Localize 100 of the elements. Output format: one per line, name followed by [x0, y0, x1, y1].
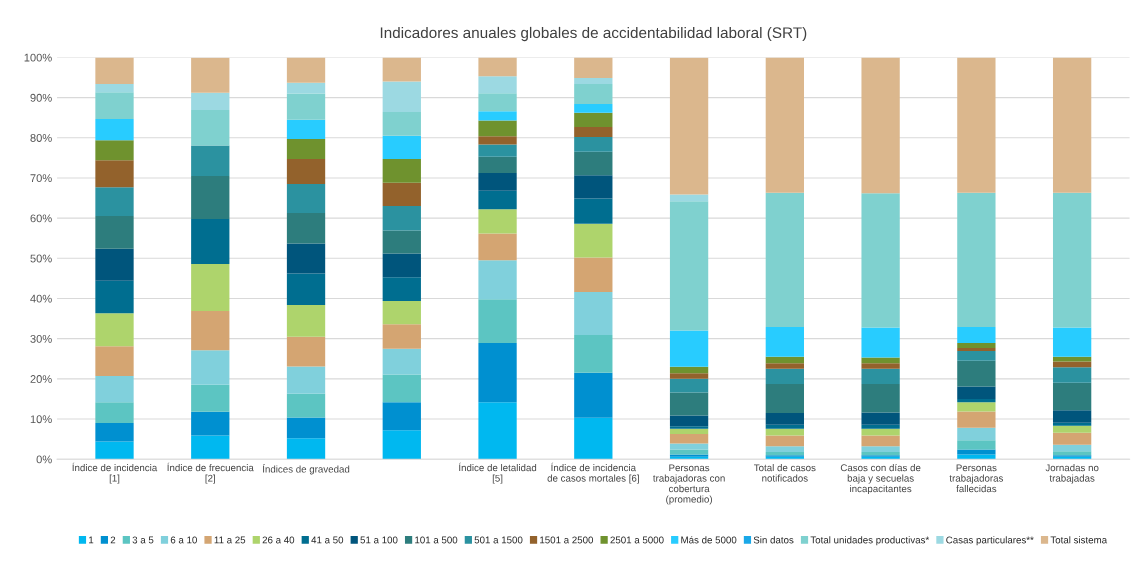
bar: [765, 424, 804, 429]
bar: [574, 417, 613, 460]
bar: [286, 138, 326, 160]
bar: [478, 136, 517, 145]
bar: [765, 327, 804, 357]
bar: [191, 310, 230, 351]
bar: [191, 110, 230, 146]
bar: [191, 175, 230, 219]
bar: [1052, 327, 1092, 357]
legend-label: 11 a 25: [214, 536, 246, 544]
x-tick-label: Índice de incidencia [1]: [72, 462, 158, 484]
legend-label: 26 a 40: [262, 536, 295, 544]
bar: [574, 372, 613, 418]
bar: [765, 446, 804, 452]
legend-label: Casas particulares**: [946, 536, 1034, 546]
bar: [1052, 451, 1092, 456]
y-tick-label: 40%: [30, 294, 52, 303]
bar: [574, 223, 613, 258]
bar: [382, 230, 421, 254]
bar: [669, 415, 709, 427]
chart-title: Indicadores anuales globales de accidentabilidad laboral (SRT): [380, 26, 807, 42]
x-tick-label: Personas trabajadoras con cobertura (promedio): [653, 464, 725, 505]
y-tick-label: 90%: [30, 93, 52, 102]
bar: [382, 135, 421, 160]
legend-label: 41 a 50: [311, 536, 344, 544]
bar: [382, 402, 421, 431]
bar: [478, 76, 517, 94]
bar: [574, 136, 613, 152]
x-tick-label: Casos con días de baja y secuelas incapacitantes: [840, 463, 921, 495]
bar: [286, 119, 326, 139]
bar: [286, 82, 326, 94]
bar: [861, 363, 900, 369]
bar: [382, 348, 421, 375]
bar: [1052, 410, 1092, 423]
bar: [286, 57, 326, 83]
bar: [478, 144, 517, 157]
bar: [861, 357, 900, 364]
bar: [382, 374, 421, 403]
bar: [765, 368, 804, 385]
bar: [191, 263, 230, 311]
bar: [478, 343, 517, 403]
x-tick-label: Total de casos notificados: [753, 464, 816, 482]
bar: [574, 335, 613, 373]
bar: [382, 81, 421, 113]
legend-label: 1: [89, 536, 94, 544]
y-tick-label: 0%: [36, 455, 52, 464]
bar: [669, 330, 709, 367]
bar: [957, 454, 996, 460]
y-tick-label: 70%: [30, 174, 52, 183]
bar: [286, 336, 326, 367]
bar: [574, 198, 613, 224]
legend-label: Total unidades productivas*: [810, 536, 930, 546]
bar: [861, 327, 900, 358]
bar: [382, 253, 421, 278]
bar: [382, 112, 421, 136]
bar: [286, 366, 326, 394]
y-tick-label: 10%: [30, 415, 52, 424]
bar: [191, 411, 230, 436]
bar: [478, 156, 517, 174]
bar: [286, 438, 326, 460]
bar: [95, 423, 134, 442]
bar: [478, 173, 517, 191]
legend-label: 501 a 1500: [474, 536, 523, 544]
bar: [957, 398, 996, 403]
bar: [957, 386, 996, 399]
bar: [286, 417, 326, 439]
bar: [95, 441, 134, 460]
bar: [861, 446, 900, 452]
bar: [382, 159, 421, 183]
bar: [957, 360, 996, 387]
x-tick-label: Índice de frecuencia [2]: [167, 462, 254, 484]
bar: [957, 327, 996, 344]
bar: [957, 402, 996, 412]
bar: [574, 175, 613, 199]
x-tick-label: Índices de gravedad: [262, 464, 350, 475]
bar: [95, 376, 134, 403]
bar: [191, 435, 230, 460]
bar: [478, 260, 517, 300]
bar: [95, 248, 134, 281]
bar: [478, 93, 517, 112]
legend-label: 3 a 5: [132, 536, 154, 544]
bar: [95, 160, 134, 188]
bar: [957, 351, 996, 361]
bar: [957, 192, 996, 328]
bar: [861, 424, 900, 429]
bar: [861, 193, 900, 328]
bar: [1052, 425, 1092, 433]
bar: [478, 299, 517, 344]
y-tick-label: 80%: [30, 134, 52, 142]
bar: [669, 194, 709, 202]
bar: [765, 356, 804, 364]
x-tick-label: Índice de incidencia de casos mortales [6]: [547, 462, 639, 484]
bar: [478, 190, 517, 210]
bar: [478, 111, 517, 121]
bar: [382, 324, 421, 349]
bar: [574, 104, 613, 113]
bar: [382, 300, 421, 325]
bar: [861, 368, 900, 385]
legend-label: 6 a 10: [170, 536, 197, 544]
bar: [95, 187, 134, 217]
